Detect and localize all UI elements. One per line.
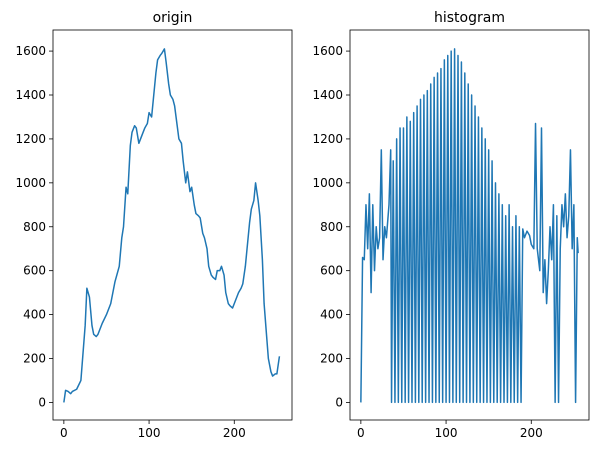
y-tick-label: 800 — [23, 220, 46, 234]
y-tick-label: 1000 — [15, 176, 46, 190]
y-tick-label: 1000 — [312, 176, 343, 190]
y-tick-label: 400 — [320, 308, 343, 322]
y-tick-label: 0 — [38, 395, 46, 409]
y-tick-label: 1200 — [15, 132, 46, 146]
y-tick-label: 1600 — [15, 44, 46, 58]
data-line — [360, 48, 579, 404]
y-tick-label: 600 — [23, 264, 46, 278]
y-tick-label: 1400 — [15, 88, 46, 102]
chart-title: histogram — [434, 10, 505, 26]
x-tick-label: 200 — [520, 426, 543, 440]
y-tick-label: 800 — [320, 220, 343, 234]
y-tick-label: 200 — [320, 352, 343, 366]
data-line — [63, 48, 281, 403]
y-tick-label: 0 — [335, 395, 343, 409]
chart-title: origin — [153, 10, 193, 26]
axes-frame — [52, 29, 293, 421]
x-tick-label: 0 — [357, 426, 365, 440]
y-tick-label: 200 — [23, 352, 46, 366]
axes-frame — [349, 29, 590, 421]
x-tick-label: 100 — [435, 426, 458, 440]
y-tick-label: 1200 — [312, 132, 343, 146]
x-tick-label: 200 — [223, 426, 246, 440]
y-tick-label: 400 — [23, 308, 46, 322]
y-tick-label: 1400 — [312, 88, 343, 102]
x-tick-label: 100 — [138, 426, 161, 440]
y-tick-label: 600 — [320, 264, 343, 278]
x-tick-label: 0 — [60, 426, 68, 440]
y-tick-label: 1600 — [312, 44, 343, 58]
